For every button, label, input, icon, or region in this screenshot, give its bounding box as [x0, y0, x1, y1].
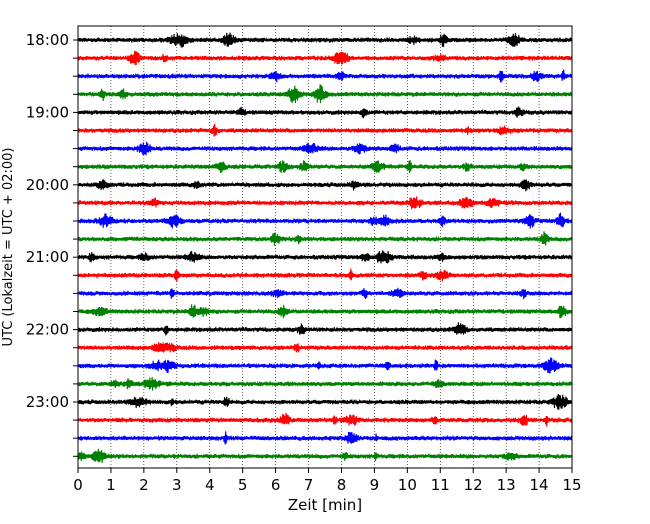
x-axis-label: Zeit [min] [288, 496, 362, 514]
y-tick-label: 20:00 [26, 176, 69, 194]
trace-line [77, 69, 573, 83]
trace-line [77, 357, 573, 374]
trace-line [77, 393, 573, 410]
trace-line [77, 32, 573, 48]
y-tick-label: 18:00 [26, 31, 69, 49]
x-tick-label: 13 [497, 476, 516, 494]
trace-line [77, 412, 573, 427]
x-tick-label: 14 [530, 476, 549, 494]
y-tick-label: 22:00 [26, 321, 69, 339]
trace-line [77, 342, 573, 353]
x-tick-label: 1 [106, 476, 116, 494]
plot-frame [77, 25, 573, 469]
trace-line [77, 106, 573, 119]
y-tick-label: 21:00 [26, 248, 69, 266]
trace-line [77, 304, 573, 319]
y-axis-label: UTC (Lokalzeit = UTC + 02:00) [1, 148, 16, 347]
trace-line [77, 141, 573, 156]
y-axis-ticks: 18:00 19:00 20:00 21:00 22:00 23:00 [26, 31, 78, 457]
trace-line [77, 84, 573, 104]
trace-line [77, 431, 573, 445]
y-tick-label: 19:00 [26, 103, 69, 121]
x-tick-label: 4 [205, 476, 215, 494]
trace-line [77, 377, 573, 391]
x-axis-ticks: 0 1 2 3 4 5 6 7 8 9 10 11 12 13 14 15 [73, 468, 582, 494]
x-tick-label: 0 [73, 476, 83, 494]
trace-line [77, 287, 573, 300]
trace-line [77, 50, 573, 66]
trace-line [77, 268, 573, 283]
trace-line [77, 159, 573, 174]
trace-line [77, 322, 573, 336]
trace-line [77, 212, 573, 229]
trace-line [77, 196, 573, 210]
x-tick-label: 2 [139, 476, 149, 494]
x-tick-label: 7 [304, 476, 314, 494]
trace-line [77, 231, 573, 246]
trace-group [77, 32, 573, 464]
x-tick-label: 9 [370, 476, 380, 494]
trace-line [77, 123, 573, 137]
x-tick-label: 15 [562, 476, 581, 494]
x-tick-label: 12 [464, 476, 483, 494]
x-tick-label: 11 [431, 476, 450, 494]
x-tick-label: 8 [337, 476, 347, 494]
x-tick-label: 3 [172, 476, 182, 494]
x-tick-label: 6 [271, 476, 281, 494]
trace-line [77, 448, 573, 464]
x-tick-label: 5 [238, 476, 248, 494]
trace-line [77, 179, 573, 192]
y-tick-label: 23:00 [26, 393, 69, 411]
x-tick-label: 10 [398, 476, 417, 494]
trace-line [77, 250, 573, 264]
